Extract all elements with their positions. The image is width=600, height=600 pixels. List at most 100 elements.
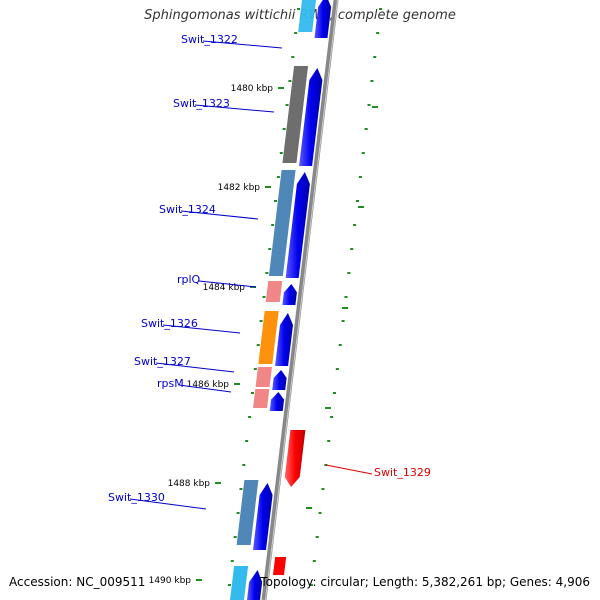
- gene-swit_1330[interactable]: [236, 480, 273, 550]
- feature-block: [265, 281, 283, 302]
- accession-text: Accession: NC_009511: [9, 575, 146, 589]
- inner-tick-mark: [297, 8, 301, 10]
- kbp-scale-tick: [215, 482, 221, 484]
- kbp-scale-label: 1488 kbp: [168, 479, 211, 489]
- kbp-scale-tick: [196, 579, 202, 581]
- outer-tick-mark: [344, 296, 348, 298]
- inner-tick-mark: [256, 344, 260, 346]
- outer-tick-mark: [367, 104, 371, 106]
- outer-scale-tick: [306, 507, 312, 509]
- inner-tick-mark: [259, 320, 263, 322]
- gene-swit_1322[interactable]: [298, 0, 332, 38]
- feature-block: [282, 66, 309, 163]
- outer-tick-mark: [312, 560, 316, 562]
- kbp-scale-tick: [265, 186, 271, 188]
- gene-swit_1329[interactable]: [284, 430, 306, 487]
- inner-tick-mark: [262, 296, 266, 298]
- outer-tick-mark: [318, 512, 322, 514]
- cds-forward-arrow: [275, 313, 293, 366]
- outer-scale-tick: [358, 206, 364, 208]
- outer-tick-mark: [332, 392, 336, 394]
- inner-tick-mark: [279, 152, 283, 154]
- gene-swit_1323[interactable]: [282, 66, 323, 166]
- outer-tick-mark: [321, 488, 325, 490]
- outer-tick-mark: [373, 56, 377, 58]
- gene-label-leader: [180, 210, 259, 220]
- gene-rpsm[interactable]: [253, 389, 285, 411]
- kbp-scale-tick: [278, 87, 284, 89]
- cds-forward-arrow: [269, 392, 285, 411]
- feature-block: [268, 170, 296, 276]
- outer-tick-mark: [353, 224, 357, 226]
- outer-tick-mark: [335, 368, 339, 370]
- feature-block: [255, 367, 272, 387]
- outer-tick-mark: [358, 176, 362, 178]
- inner-tick-mark: [245, 440, 249, 442]
- outer-tick-mark: [364, 128, 368, 130]
- inner-tick-mark: [294, 32, 298, 34]
- gene-label-leader: [198, 280, 257, 288]
- gene-swit_1326[interactable]: [258, 311, 293, 366]
- gene-label[interactable]: rplQ: [177, 273, 201, 286]
- cds-reverse-arrow: [284, 430, 306, 487]
- gene-label-leader: [155, 362, 235, 373]
- feature-block: [298, 0, 317, 32]
- outer-tick-mark: [370, 80, 374, 82]
- outer-tick-mark: [341, 320, 345, 322]
- kbp-scale-label: 1484 kbp: [203, 283, 246, 293]
- inner-tick-mark: [276, 176, 280, 178]
- inner-tick-mark: [248, 416, 252, 418]
- inner-tick-mark: [233, 536, 237, 538]
- map-title: Sphingomonas wittichii RW1, complete gen…: [144, 8, 456, 23]
- outer-scale-tick: [372, 106, 378, 108]
- kbp-scale-label: 1482 kbp: [218, 183, 261, 193]
- inner-tick-mark: [253, 368, 257, 370]
- outer-tick-mark: [356, 200, 359, 202]
- partial-feature-block: [230, 566, 249, 600]
- gene-label[interactable]: Swit_1330: [108, 491, 165, 504]
- outer-tick-mark: [347, 272, 351, 274]
- kbp-scale-tick: [234, 383, 240, 385]
- cds-forward-arrow: [314, 0, 332, 38]
- inner-tick-mark: [230, 560, 234, 562]
- inner-tick-mark: [268, 248, 272, 250]
- outer-tick-mark: [361, 152, 365, 154]
- gene-label[interactable]: rpsM: [157, 377, 184, 390]
- inner-tick-mark: [288, 80, 292, 82]
- backbone-line: [261, 0, 339, 600]
- gene-label[interactable]: Swit_1322: [181, 33, 238, 46]
- partial-reverse-cds: [273, 557, 287, 575]
- gene-swit_1327[interactable]: [255, 367, 287, 390]
- gene-label-leader: [178, 384, 232, 393]
- gene-label-leader: [129, 498, 207, 510]
- inner-tick-mark: [242, 464, 246, 466]
- outer-tick-mark: [338, 344, 342, 346]
- outer-tick-mark: [376, 32, 380, 34]
- inner-tick-mark: [227, 584, 231, 586]
- cds-forward-arrow: [285, 172, 310, 278]
- gene-label[interactable]: Swit_1323: [173, 97, 230, 110]
- gene-label[interactable]: Swit_1327: [134, 355, 191, 368]
- partial-feature-group: [230, 557, 287, 600]
- feature-block: [258, 311, 279, 364]
- outer-tick-mark: [327, 440, 331, 442]
- backbone-highlight: [265, 0, 338, 600]
- inner-tick-mark: [265, 272, 269, 274]
- gene-label-leader: [162, 324, 241, 334]
- gene-rplq[interactable]: [265, 281, 297, 305]
- feature-block: [253, 389, 270, 408]
- kbp-scale-label: 1490 kbp: [149, 576, 192, 586]
- inner-tick-mark: [285, 104, 289, 106]
- cds-forward-arrow: [272, 370, 287, 390]
- cds-forward-arrow: [253, 483, 273, 550]
- partial-forward-cds: [247, 570, 263, 600]
- inner-tick-mark: [239, 488, 243, 490]
- gene-label[interactable]: Swit_1329: [374, 466, 431, 479]
- kbp-scale-label: 1486 kbp: [187, 380, 230, 390]
- outer-tick-mark: [324, 464, 328, 466]
- gene-swit_1324[interactable]: [268, 170, 310, 278]
- outer-tick-mark: [350, 248, 354, 250]
- feature-block: [236, 480, 259, 545]
- outer-tick-mark: [379, 8, 383, 10]
